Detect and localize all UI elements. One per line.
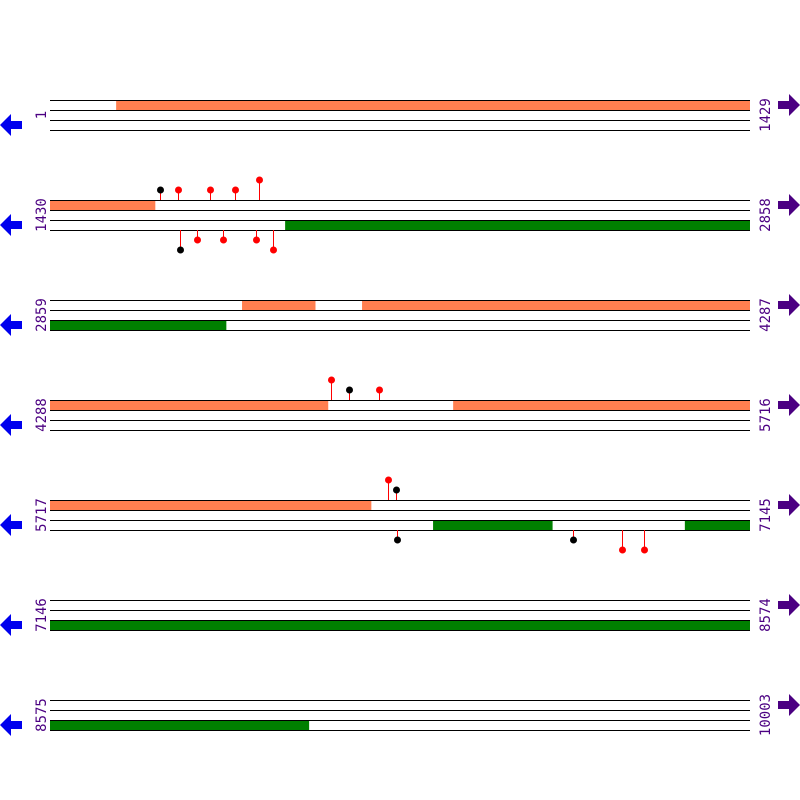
row-end-label: 5716 [758, 398, 774, 432]
top-feature [50, 400, 329, 410]
marker-dot [270, 246, 277, 254]
arrow-left-icon [0, 514, 22, 536]
arrow-left-icon [0, 414, 22, 436]
top-feature [453, 400, 750, 410]
bottom-feature [50, 720, 310, 730]
marker-dot [175, 186, 182, 194]
arrow-right-icon [778, 94, 800, 116]
arrow-left-icon [0, 114, 22, 136]
top-feature [362, 300, 750, 310]
row-start-label: 1 [34, 111, 50, 119]
marker-dot [232, 186, 239, 194]
sequence-row: 1430 2858 [0, 176, 800, 254]
sequence-row: 2859 4287 [0, 294, 800, 336]
row-start-label: 8575 [34, 698, 50, 732]
arrow-left-icon [0, 214, 22, 236]
arrow-right-icon [778, 194, 800, 216]
sequence-row: 8575 10003 [0, 694, 800, 736]
marker-dot [157, 186, 164, 194]
marker-dot [177, 246, 184, 254]
marker-dot [328, 376, 335, 384]
marker-dot [253, 236, 260, 244]
marker-dot [619, 546, 626, 554]
bottom-feature [684, 520, 750, 530]
top-feature [116, 100, 751, 110]
row-start-label: 4288 [34, 398, 50, 432]
marker-dot [194, 236, 201, 244]
marker-dot [220, 236, 227, 244]
marker-dot [256, 176, 263, 184]
sequence-row: 4288 5716 [0, 376, 800, 436]
row-end-label: 2858 [758, 198, 774, 232]
row-start-label: 1430 [34, 198, 50, 232]
row-end-label: 10003 [758, 694, 774, 736]
row-end-label: 4287 [758, 298, 774, 332]
row-start-label: 7146 [34, 598, 50, 632]
top-feature [50, 500, 372, 510]
sequence-row: 1 1429 [0, 94, 800, 136]
top-feature [50, 200, 156, 210]
bottom-feature [50, 620, 750, 630]
row-end-label: 8574 [758, 598, 774, 632]
arrow-right-icon [778, 294, 800, 316]
arrow-left-icon [0, 614, 22, 636]
marker-dot [393, 486, 400, 494]
sequence-row: 5717 7145 [0, 476, 800, 554]
row-end-label: 7145 [758, 498, 774, 532]
row-start-label: 5717 [34, 498, 50, 532]
arrow-right-icon [778, 694, 800, 716]
marker-dot [207, 186, 214, 194]
marker-dot [641, 546, 648, 554]
arrow-left-icon [0, 314, 22, 336]
marker-dot [385, 476, 392, 484]
row-start-label: 2859 [34, 298, 50, 332]
arrow-right-icon [778, 494, 800, 516]
marker-dot [394, 536, 401, 544]
sequence-row: 7146 8574 [0, 594, 800, 636]
marker-dot [346, 386, 353, 394]
bottom-feature [433, 520, 553, 530]
arrow-right-icon [778, 594, 800, 616]
arrow-left-icon [0, 714, 22, 736]
marker-dot [376, 386, 383, 394]
marker-dot [570, 536, 577, 544]
bottom-feature [285, 220, 750, 230]
arrow-right-icon [778, 394, 800, 416]
bottom-feature [50, 320, 227, 330]
row-end-label: 1429 [758, 98, 774, 132]
top-feature [242, 300, 316, 310]
